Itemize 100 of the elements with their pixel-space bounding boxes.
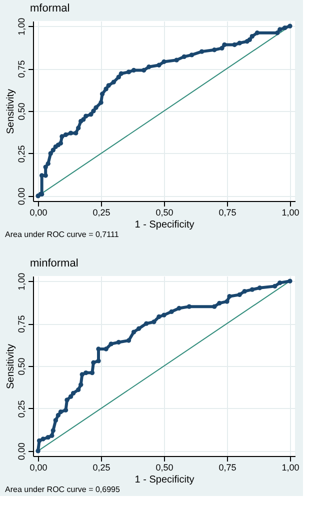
chart-title: minformal: [30, 257, 78, 270]
text: Area under ROC curve = 0,6995: [5, 485, 121, 494]
x-tick-label: 0,00: [30, 462, 48, 472]
y-tick-label: 0,50: [16, 358, 26, 376]
point: [70, 390, 76, 396]
point: [247, 37, 252, 42]
point: [282, 25, 288, 30]
point: [237, 292, 242, 298]
point: [288, 24, 292, 28]
point: [96, 358, 101, 364]
point: [53, 418, 58, 423]
point: [199, 49, 204, 54]
point: [84, 114, 88, 118]
point: [46, 434, 50, 440]
y-tick-label: 1,00: [16, 272, 26, 290]
point: [275, 30, 280, 36]
point: [111, 80, 116, 84]
y-tick-label: 0,00: [16, 442, 26, 460]
point: [278, 280, 282, 286]
point: [242, 288, 247, 294]
point: [250, 287, 255, 292]
y-tick-label: 1,00: [16, 18, 26, 36]
point: [232, 42, 237, 48]
point: [91, 108, 96, 114]
point: [156, 314, 162, 320]
point: [152, 320, 156, 324]
point: [186, 304, 192, 309]
point: [106, 83, 111, 88]
point: [108, 342, 114, 346]
x-tick-label: 0,00: [30, 208, 48, 218]
point: [76, 387, 81, 392]
point: [142, 68, 146, 73]
point: [90, 370, 95, 376]
point: [254, 30, 260, 36]
x-tick-label: 0,50: [156, 462, 174, 472]
point: [80, 372, 84, 377]
point: [100, 92, 105, 96]
point: [278, 27, 282, 32]
point: [116, 340, 121, 345]
point: [68, 394, 74, 399]
y-tick-label: 0,25: [16, 400, 26, 418]
x-axis-title: 1 - Specificity: [134, 220, 194, 230]
y-axis-title: Sensitivity: [6, 344, 16, 390]
point: [257, 286, 262, 290]
point: [58, 140, 64, 146]
point: [68, 130, 74, 136]
x-tick-label: 0,50: [156, 208, 174, 218]
x-tick-label: 0,75: [218, 462, 236, 472]
point: [40, 436, 46, 442]
point: [56, 412, 61, 418]
point: [146, 64, 152, 70]
point: [227, 294, 232, 299]
point: [288, 278, 292, 284]
y-tick-label: 0,75: [16, 315, 26, 333]
y-tick-label: 0,00: [16, 188, 26, 206]
point: [169, 309, 174, 314]
point: [81, 117, 86, 122]
point: [46, 161, 50, 166]
point: [98, 100, 104, 105]
point: [104, 346, 108, 352]
point: [104, 86, 108, 92]
point: [96, 346, 101, 352]
point: [126, 338, 132, 343]
x-axis-title: 1 - Specificity: [134, 474, 194, 486]
point: [212, 304, 217, 309]
point: [131, 330, 136, 334]
point: [91, 360, 96, 365]
point: [36, 448, 40, 454]
point: [50, 433, 54, 438]
point: [78, 382, 84, 388]
point: [212, 48, 217, 52]
point: [222, 42, 227, 48]
point: [64, 398, 70, 402]
point: [126, 70, 132, 74]
point: [43, 164, 48, 170]
point: [174, 58, 179, 62]
point: [116, 74, 121, 80]
y-tick-label: 0,25: [16, 145, 26, 163]
x-tick-label: 0,75: [218, 208, 236, 218]
point: [136, 326, 142, 331]
point: [60, 134, 64, 139]
point: [63, 132, 68, 138]
point: [272, 284, 278, 289]
point: [63, 408, 68, 412]
point: [76, 126, 81, 130]
point: [182, 54, 186, 59]
point: [224, 299, 230, 304]
point: [88, 112, 94, 117]
point: [162, 59, 166, 64]
point: [94, 105, 98, 110]
chart-title: mformal: [30, 2, 70, 14]
point: [48, 151, 53, 156]
point: [84, 370, 88, 376]
point: [176, 306, 182, 311]
point: [131, 68, 136, 73]
point: [50, 148, 56, 152]
point: [144, 321, 149, 326]
point: [189, 52, 194, 58]
y-tick-label: 0,50: [16, 102, 26, 120]
point: [220, 46, 224, 51]
